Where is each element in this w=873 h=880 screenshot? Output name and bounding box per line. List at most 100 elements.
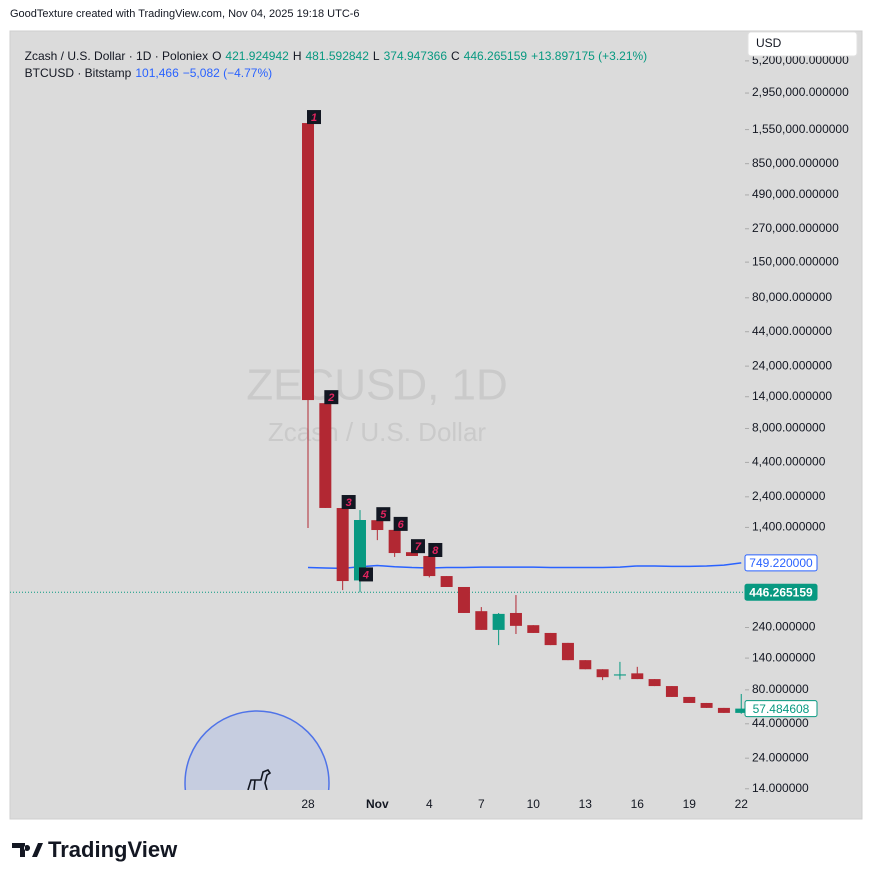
candle-body (475, 611, 488, 630)
candle-body (492, 613, 505, 630)
x-tick-label: 7 (478, 797, 485, 811)
chart-pane (9, 30, 863, 820)
bubble (184, 710, 330, 790)
marker-label: 2 (327, 392, 334, 404)
candle-body (509, 612, 522, 626)
marker-label: 4 (362, 569, 369, 581)
price-label-box (744, 700, 818, 718)
candle-body (336, 508, 349, 582)
btc-change: −5,082 (−4.77%) (182, 66, 273, 80)
ohlc-h-key: H (292, 49, 302, 63)
logo-mark (12, 843, 43, 857)
legend-entry: BTCUSD · Bitstamp (24, 66, 132, 80)
y-tick-label: 4,400.000000 (752, 455, 826, 469)
axes: 5,200,000.000000 2,950,000.000000 1,550,00… (301, 53, 849, 811)
x-tick-label: 10 (527, 797, 541, 811)
logo: TradingView (48, 837, 178, 862)
price-label: 749.220000 (749, 556, 813, 570)
candle-body (665, 686, 678, 697)
symbol-legend: Zcash / U.S. Dollar · 1D · Poloniex O 421.… (18, 35, 651, 63)
plot: 1 2 3 4 567 8 (10, 110, 748, 714)
price-label: 446.265159 (749, 585, 813, 599)
y-tick-label: 2,950,000.000000 (752, 85, 849, 99)
y-tick-label: 140.000000 (752, 650, 816, 664)
x-tick-label: Nov (366, 797, 389, 811)
y-tick-label: 80.000000 (752, 682, 809, 696)
candle-body (683, 696, 696, 703)
ohlc-c: 446.265159 (463, 49, 528, 63)
marker-label: 8 (432, 545, 439, 557)
candle-body (319, 403, 332, 508)
marker-box (341, 495, 356, 510)
y-tick-label: 8,000.000000 (752, 421, 826, 435)
series-line (307, 562, 742, 570)
y-tick-label: 1,400.000000 (752, 520, 826, 534)
marker-label: 7 (415, 541, 422, 553)
y-tick-label: 240.000000 (752, 620, 816, 634)
candle-body (735, 708, 748, 713)
marker-box (410, 539, 425, 554)
ohlc-change: +13.897175 (+3.21%) (531, 49, 648, 63)
watermark-symbol: ZECUSD, 1D (246, 361, 508, 410)
price-label-box (744, 583, 818, 601)
marker-box (428, 542, 443, 557)
candle-body (613, 674, 626, 676)
dino-icon (247, 769, 272, 790)
marker-label: 3 (346, 497, 352, 509)
btc-price: 101,466 (135, 66, 179, 80)
candle-body (631, 673, 644, 680)
y-tick-label: 24,000.000000 (752, 358, 832, 372)
ohlc-c-key: C (451, 49, 460, 63)
marker-label: 6 (398, 519, 405, 531)
y-tick-label: 1,550,000.000000 (752, 122, 849, 136)
ohlc-l: 374.947366 (383, 49, 447, 63)
y-tick-label: 270,000.000000 (752, 221, 839, 235)
marker-box (393, 516, 408, 531)
marker-label: 1 (311, 112, 317, 124)
y-tick-label: 2,400.000000 (752, 489, 826, 503)
marker-box (358, 567, 373, 582)
y-tick-label: 5,200,000.000000 (752, 53, 849, 67)
y-tick-label: 44.000000 (752, 716, 809, 730)
symbol-title: Zcash / U.S. Dollar · 1D · Poloniex (24, 49, 209, 63)
credit: GoodTexture created with TradingView.com… (10, 8, 360, 20)
candle-body (457, 586, 470, 613)
y-tick-label: 44,000.000000 (752, 324, 832, 338)
watermark: ZECUSD, 1D Zcash / U.S. Dollar (246, 361, 508, 447)
watermark-name: Zcash / U.S. Dollar (268, 417, 487, 447)
series-legend: BTCUSD · Bitstamp 101,466 −5,082 (−4.77%) (18, 52, 276, 80)
candle-body (302, 123, 314, 401)
candle-body (544, 632, 557, 646)
currency-button[interactable] (747, 31, 858, 57)
marker-label: 5 (380, 509, 387, 521)
candle-body (371, 520, 384, 531)
y-tick-label: 490,000.000000 (752, 187, 839, 201)
x-tick-label: 22 (735, 797, 749, 811)
marker-box (324, 390, 339, 405)
y-tick-label: 80,000.000000 (752, 290, 832, 304)
candle-body (717, 707, 730, 713)
ohlc-l-key: L (372, 49, 380, 63)
marker-box (307, 110, 321, 125)
x-tick-label: 16 (631, 797, 645, 811)
y-tick-label: 14.000000 (752, 781, 809, 795)
candle-body (440, 576, 453, 587)
price-label: 57.484608 (753, 702, 810, 716)
x-tick-label: 13 (579, 797, 593, 811)
candle-body (700, 702, 713, 708)
y-tick-label: 24.000000 (752, 750, 809, 764)
candle-body (596, 669, 609, 678)
candle-body (648, 679, 661, 687)
x-tick-label: 4 (426, 797, 433, 811)
candle-body (405, 552, 418, 556)
price-label-box (744, 554, 818, 572)
currency: USD (756, 36, 782, 50)
candle-body (561, 642, 574, 661)
candle-body (388, 529, 401, 554)
y-tick-label: 850,000.000000 (752, 156, 839, 170)
marker-box (376, 507, 391, 522)
y-tick-label: 150,000.000000 (752, 254, 839, 268)
candle-body (423, 555, 436, 577)
